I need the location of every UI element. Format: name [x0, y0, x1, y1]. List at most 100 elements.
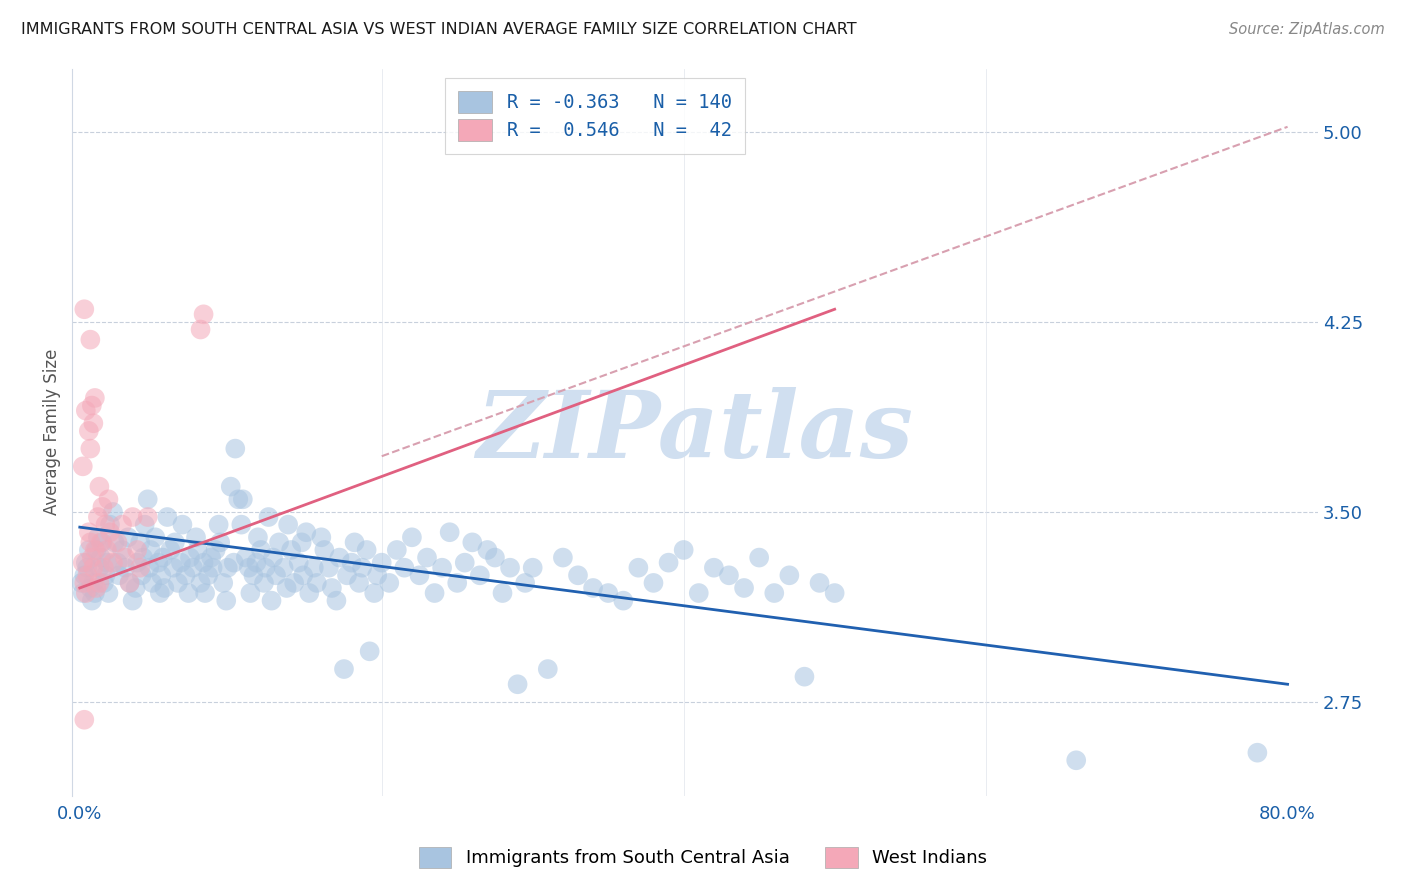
Point: [111, 543, 134, 558]
Point: [333, 662, 356, 676]
Point: [82, 417, 104, 431]
Point: [149, 586, 172, 600]
Point: [72, 459, 94, 474]
Legend: R = -0.363   N = 140, R =  0.546   N =  42: R = -0.363 N = 140, R = 0.546 N = 42: [446, 78, 745, 154]
Point: [231, 517, 253, 532]
Point: [107, 556, 129, 570]
Point: [394, 560, 416, 574]
Point: [204, 543, 226, 558]
Point: [136, 510, 159, 524]
Point: [232, 492, 254, 507]
Point: [148, 556, 170, 570]
Point: [454, 556, 477, 570]
Point: [79, 581, 101, 595]
Point: [93, 560, 115, 574]
Point: [295, 525, 318, 540]
Point: [1064, 753, 1087, 767]
Point: [612, 593, 634, 607]
Point: [136, 492, 159, 507]
Point: [159, 543, 181, 558]
Point: [77, 424, 100, 438]
Point: [273, 560, 295, 574]
Point: [343, 535, 366, 549]
Point: [366, 568, 388, 582]
Point: [96, 543, 118, 558]
Point: [567, 568, 589, 582]
Point: [808, 575, 831, 590]
Point: [212, 575, 235, 590]
Point: [763, 586, 786, 600]
Point: [96, 556, 118, 570]
Point: [143, 530, 166, 544]
Point: [177, 586, 200, 600]
Point: [484, 550, 506, 565]
Point: [124, 581, 146, 595]
Point: [186, 543, 208, 558]
Point: [522, 560, 544, 574]
Point: [117, 530, 139, 544]
Point: [118, 575, 141, 590]
Point: [340, 556, 363, 570]
Point: [239, 586, 262, 600]
Point: [439, 525, 461, 540]
Point: [430, 560, 453, 574]
Point: [79, 442, 101, 456]
Point: [291, 535, 314, 549]
Point: [76, 560, 98, 574]
Point: [733, 581, 755, 595]
Point: [302, 560, 325, 574]
Point: [408, 568, 430, 582]
Point: [416, 550, 439, 565]
Point: [80, 593, 103, 607]
Point: [97, 586, 120, 600]
Point: [127, 556, 149, 570]
Point: [80, 550, 103, 565]
Point: [118, 575, 141, 590]
Point: [86, 543, 108, 558]
Point: [208, 517, 231, 532]
Point: [90, 535, 112, 549]
Point: [72, 556, 94, 570]
Point: [91, 535, 114, 549]
Point: [283, 575, 305, 590]
Point: [385, 543, 408, 558]
Point: [305, 575, 328, 590]
Point: [217, 560, 239, 574]
Point: [75, 403, 97, 417]
Point: [132, 550, 155, 565]
Point: [121, 510, 143, 524]
Point: [298, 586, 321, 600]
Point: [82, 575, 104, 590]
Point: [179, 550, 201, 565]
Point: [672, 543, 695, 558]
Point: [246, 530, 269, 544]
Point: [138, 560, 160, 574]
Point: [75, 556, 97, 570]
Point: [172, 517, 194, 532]
Point: [98, 517, 121, 532]
Point: [190, 575, 212, 590]
Point: [73, 302, 96, 317]
Point: [101, 505, 124, 519]
Point: [446, 575, 468, 590]
Point: [515, 575, 537, 590]
Point: [238, 560, 260, 574]
Text: ZIPatlas: ZIPatlas: [477, 387, 914, 477]
Point: [141, 575, 163, 590]
Point: [262, 550, 284, 565]
Point: [242, 568, 264, 582]
Point: [551, 550, 574, 565]
Point: [190, 322, 212, 336]
Point: [477, 543, 499, 558]
Point: [1246, 746, 1268, 760]
Point: [321, 581, 343, 595]
Point: [356, 543, 378, 558]
Text: IMMIGRANTS FROM SOUTH CENTRAL ASIA VS WEST INDIAN AVERAGE FAMILY SIZE CORRELATIO: IMMIGRANTS FROM SOUTH CENTRAL ASIA VS WE…: [21, 22, 856, 37]
Point: [97, 492, 120, 507]
Point: [257, 510, 280, 524]
Point: [359, 644, 381, 658]
Point: [245, 556, 267, 570]
Point: [201, 560, 224, 574]
Point: [79, 333, 101, 347]
Point: [582, 581, 605, 595]
